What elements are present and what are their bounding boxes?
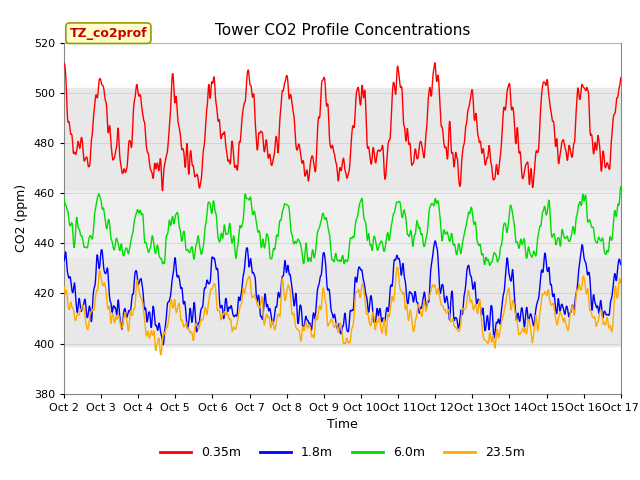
X-axis label: Time: Time — [327, 418, 358, 431]
Legend: 0.35m, 1.8m, 6.0m, 23.5m: 0.35m, 1.8m, 6.0m, 23.5m — [155, 442, 530, 465]
Bar — [64, 258, 621, 346]
Title: Tower CO2 Profile Concentrations: Tower CO2 Profile Concentrations — [214, 23, 470, 38]
Y-axis label: CO2 (ppm): CO2 (ppm) — [15, 184, 28, 252]
Text: TZ_co2prof: TZ_co2prof — [70, 27, 147, 40]
Bar — [64, 191, 621, 258]
Bar — [64, 88, 621, 191]
